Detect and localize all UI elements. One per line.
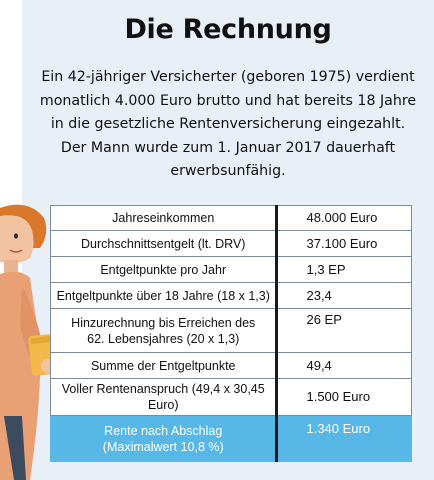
intro-line: erwerbsunfähig. — [170, 163, 286, 179]
page-title: Die Rechnung — [124, 14, 332, 45]
row-value: 1.500 Euro — [275, 378, 412, 416]
row-label: Voller Rentenanspruch (49,4 x 30,45 Euro… — [49, 378, 278, 416]
intro-line: Ein 42-jähriger Versicherter (geboren 19… — [41, 69, 415, 85]
row-label: Rente nach Abschlag (Maximalwert 10,8 %) — [49, 415, 278, 462]
row-label: Entgeltpunkte pro Jahr — [49, 256, 278, 283]
intro-text: Ein 42-jähriger Versicherter (geboren 19… — [38, 66, 418, 184]
row-label: Jahreseinkommen — [49, 205, 278, 231]
row-value: 1,3 EP — [275, 256, 412, 283]
table-row: Entgeltpunkte pro Jahr 1,3 EP — [49, 256, 412, 283]
result-row: Rente nach Abschlag (Maximalwert 10,8 %)… — [49, 415, 412, 462]
row-label: Entgeltpunkte über 18 Jahre (18 x 1,3) — [49, 282, 278, 309]
intro-line: Der Mann wurde zum 1. Januar 2017 dauerh… — [60, 139, 396, 156]
row-value: 23,4 — [275, 282, 412, 309]
row-label: Durchschnittsentgelt (lt. DRV) — [49, 230, 278, 257]
table-row: Durchschnittsentgelt (lt. DRV) 37.100 Eu… — [49, 230, 412, 257]
row-value: 37.100 Euro — [275, 230, 412, 257]
row-label: Hinzurechnung bis Erreichen des 62. Lebe… — [49, 308, 278, 353]
row-label: Summe der Entgeltpunkte — [49, 352, 278, 379]
table-row: Entgeltpunkte über 18 Jahre (18 x 1,3) 2… — [49, 282, 412, 309]
calculation-table: Jahreseinkommen 48.000 Euro Durchschnitt… — [49, 205, 412, 462]
row-value: 48.000 Euro — [275, 205, 412, 231]
row-value: 1.340 Euro — [275, 415, 412, 462]
table-row: Jahreseinkommen 48.000 Euro — [49, 205, 412, 231]
intro-line: in die gesetzliche Rentenversicherung ei… — [50, 116, 406, 132]
row-value: 26 EP — [275, 308, 412, 353]
table-row: Summe der Entgeltpunkte 49,4 — [49, 352, 412, 379]
table-row: Hinzurechnung bis Erreichen des 62. Lebe… — [49, 308, 412, 353]
table-row: Voller Rentenanspruch (49,4 x 30,45 Euro… — [49, 378, 412, 416]
intro-line: monatlich 4.000 Euro brutto und hat bere… — [39, 92, 417, 109]
row-value: 49,4 — [275, 352, 412, 379]
row-label-line: (Maximalwert 10,8 %) — [102, 439, 224, 454]
row-label-line: Hinzurechnung bis Erreichen des — [71, 315, 256, 330]
row-label-line: Rente nach Abschlag — [104, 423, 223, 438]
row-label-line: 62. Lebensjahres (20 x 1,3) — [87, 331, 240, 346]
